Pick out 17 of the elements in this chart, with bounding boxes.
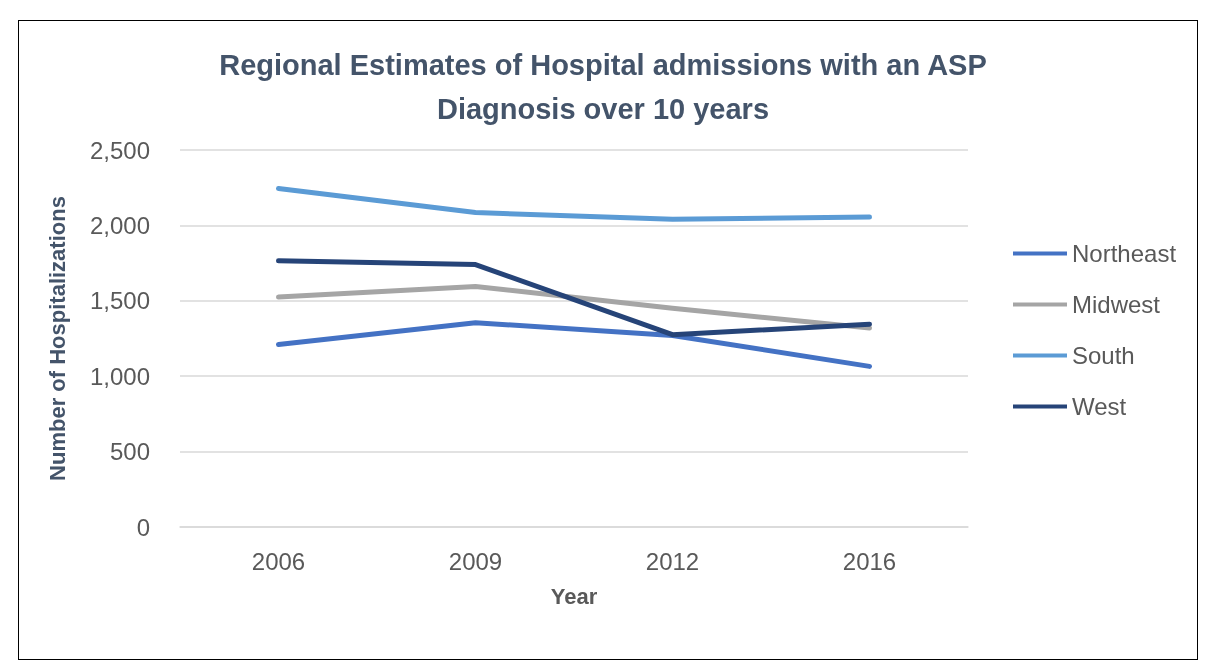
legend-label: South <box>1072 342 1135 369</box>
x-tick-label: 2009 <box>448 547 503 575</box>
legend-label: Midwest <box>1072 291 1161 318</box>
x-tick-label: 2016 <box>842 547 897 575</box>
y-tick-label: 0 <box>136 513 150 541</box>
legend-label: Northeast <box>1072 240 1177 267</box>
y-tick-label: 1,000 <box>89 362 150 390</box>
y-tick-label: 1,500 <box>89 287 150 315</box>
y-tick-label: 500 <box>109 438 150 466</box>
chart-title: Regional Estimates of Hospital admissions with an ASP Diagnosis over 10 years <box>219 49 987 125</box>
y-tick-label: 2,000 <box>89 211 150 239</box>
legend-label: West <box>1072 393 1127 420</box>
y-tick-label: 2,500 <box>89 136 150 164</box>
y-axis-title: Number of Hospitalizations <box>44 196 70 481</box>
x-tick-label: 2006 <box>251 547 306 575</box>
x-tick-label: 2012 <box>645 547 700 575</box>
x-axis-title: Year <box>550 583 598 609</box>
